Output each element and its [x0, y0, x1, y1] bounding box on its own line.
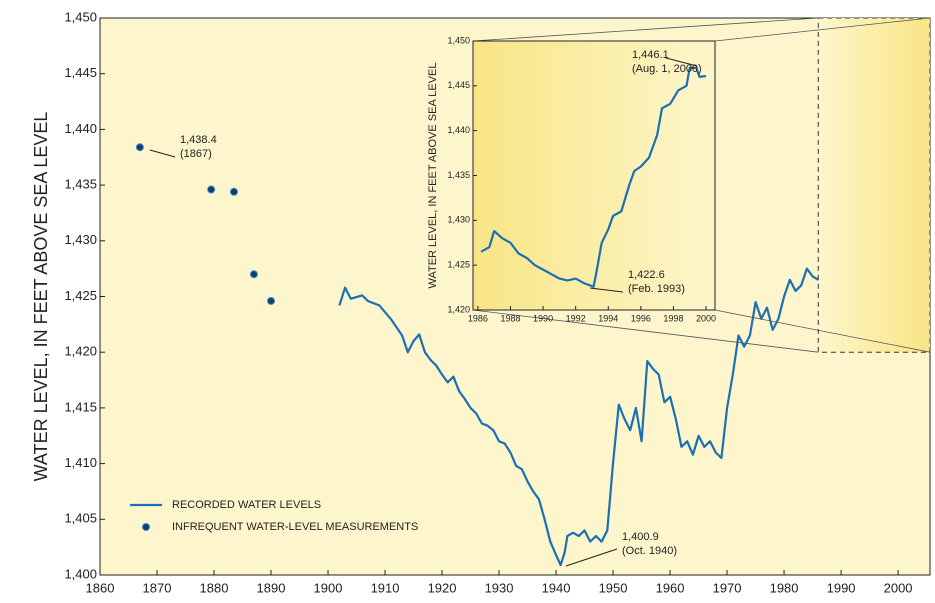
annotation: 1,422.6: [628, 269, 665, 281]
legend-swatch: [142, 523, 150, 531]
zoom-region: [817, 17, 931, 353]
annotation-leader: [665, 57, 698, 67]
y-tick-label: 1,450: [64, 9, 97, 24]
x-tick-label: 1990: [533, 313, 553, 323]
y-tick-label: 1,430: [64, 232, 97, 247]
y-tick-label: 1,430: [447, 215, 470, 225]
x-tick-label: 1920: [428, 580, 457, 595]
x-tick-label: 1860: [86, 580, 115, 595]
annotation-leader: [589, 287, 624, 293]
annotation: 1,400.9: [622, 531, 659, 543]
x-tick-label: 1986: [468, 313, 488, 323]
y-tick-label: 1,445: [64, 65, 97, 80]
y-tick-label: 1,450: [447, 35, 470, 45]
y-tick-label: 1,440: [64, 121, 97, 136]
x-tick-label: 1970: [713, 580, 742, 595]
legend-label: INFREQUENT WATER-LEVEL MEASUREMENTS: [172, 521, 418, 533]
annotation: (1867): [180, 148, 212, 160]
connector-line: [714, 17, 931, 42]
y-tick-label: 1,435: [64, 177, 97, 192]
annotation-leader: [565, 548, 618, 567]
connector-line: [472, 309, 819, 353]
x-tick-label: 1990: [827, 580, 856, 595]
measurement-point: [135, 143, 144, 152]
legend-label: RECORDED WATER LEVELS: [172, 499, 321, 511]
y-tick-label: 1,420: [447, 304, 470, 314]
y-tick-label: 1,425: [447, 260, 470, 270]
connector-line: [472, 17, 819, 42]
x-tick-label: 1998: [663, 313, 683, 323]
y-tick-label: 1,400: [64, 566, 97, 581]
y-tick-label: 1,410: [64, 455, 97, 470]
y-axis-label: WATER LEVEL, IN FEET ABOVE SEA LEVEL: [31, 112, 51, 482]
water-level-line: [480, 66, 707, 288]
x-tick-label: 1930: [485, 580, 514, 595]
x-tick-label: 1980: [770, 580, 799, 595]
x-tick-label: 1900: [314, 580, 343, 595]
measurement-point: [267, 296, 276, 305]
y-axis-label: WATER LEVEL, IN FEET ABOVE SEA LEVEL: [427, 63, 439, 289]
x-tick-label: 1870: [143, 580, 172, 595]
annotation-leader: [149, 149, 176, 158]
water-level-line: [338, 28, 900, 567]
annotation: (Oct. 1940): [622, 545, 677, 557]
x-tick-label: 1890: [257, 580, 286, 595]
x-tick-label: 1880: [200, 580, 229, 595]
x-tick-label: 1992: [566, 313, 586, 323]
x-tick-label: 2000: [884, 580, 913, 595]
x-tick-label: 1994: [598, 313, 618, 323]
annotation: 1,446.1: [632, 49, 669, 61]
annotation: (Feb. 1993): [628, 283, 685, 295]
x-tick-label: 1910: [371, 580, 400, 595]
plot-area: [472, 40, 716, 311]
y-tick-label: 1,435: [447, 170, 470, 180]
annotation: 1,438.4: [180, 134, 217, 146]
measurement-point: [229, 187, 238, 196]
x-tick-label: 1950: [599, 580, 628, 595]
x-tick-label: 1996: [631, 313, 651, 323]
x-tick-label: 2000: [696, 313, 716, 323]
measurement-point: [207, 185, 216, 194]
y-tick-label: 1,440: [447, 125, 470, 135]
y-tick-label: 1,420: [64, 344, 97, 359]
y-tick-label: 1,405: [64, 511, 97, 526]
x-tick-label: 1960: [656, 580, 685, 595]
annotation: (Aug. 1, 2000): [632, 63, 702, 75]
y-tick-label: 1,445: [447, 80, 470, 90]
connector-line: [714, 309, 931, 353]
y-tick-label: 1,415: [64, 399, 97, 414]
x-tick-label: 1988: [500, 313, 520, 323]
measurement-point: [249, 270, 258, 279]
x-tick-label: 1940: [542, 580, 571, 595]
y-tick-label: 1,425: [64, 288, 97, 303]
